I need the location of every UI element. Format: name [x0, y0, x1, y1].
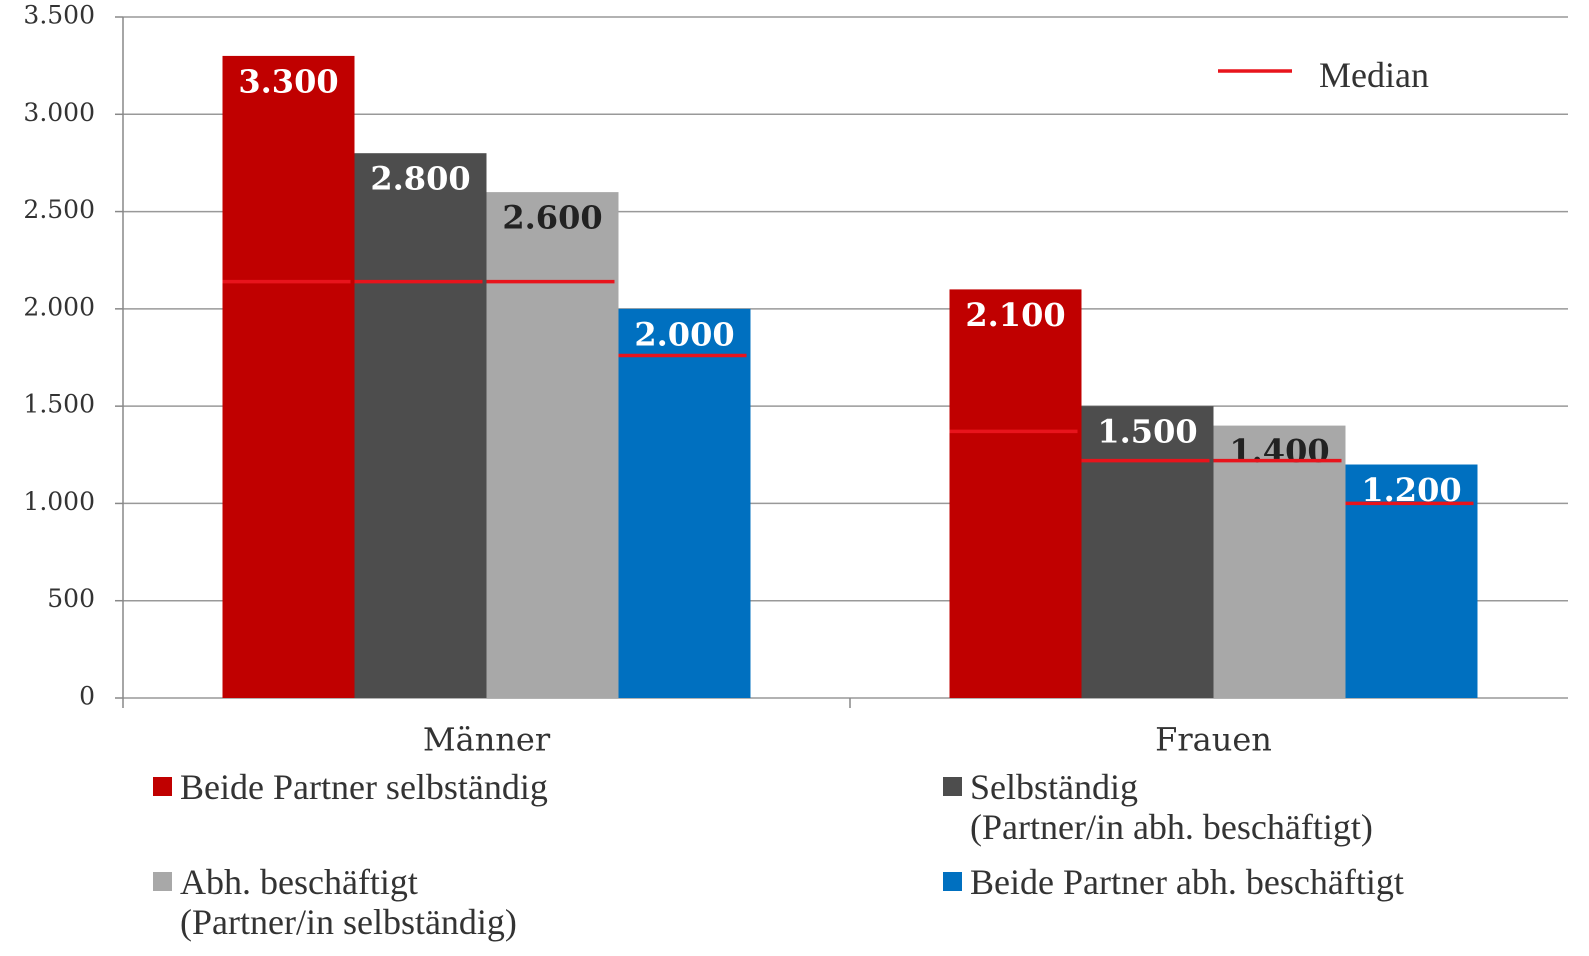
- bar: [949, 289, 1082, 698]
- data-label: 2.000: [634, 315, 734, 353]
- bar: [354, 153, 487, 698]
- bar: [618, 308, 751, 698]
- legend-label: Beide Partner abh. beschäftigt: [970, 862, 1404, 902]
- data-label: 2.800: [370, 160, 470, 198]
- legend-swatch: [153, 872, 172, 891]
- y-tick-label: 2.000: [23, 292, 95, 321]
- median-legend-label: Median: [1319, 55, 1429, 95]
- data-label: 2.100: [965, 296, 1065, 334]
- data-label: 3.300: [238, 62, 338, 100]
- y-tick-label: 2.500: [23, 195, 95, 224]
- x-tick-label: Frauen: [1155, 721, 1272, 759]
- legend-item: Beide Partner abh. beschäftigt: [943, 862, 1404, 902]
- y-tick-label: 1.500: [23, 390, 95, 419]
- legend-swatch: [153, 777, 172, 796]
- legend-item: Selbständig (Partner/in abh. beschäftigt…: [943, 767, 1373, 847]
- y-tick-label: 3.500: [23, 1, 95, 30]
- data-label: 2.600: [502, 199, 602, 237]
- legend-item: Abh. beschäftigt (Partner/in selbständig…: [153, 862, 517, 942]
- legend-label: Beide Partner selbständig: [180, 767, 548, 807]
- bar: [486, 192, 619, 698]
- bar: [1213, 425, 1346, 698]
- data-label: 1.500: [1097, 413, 1197, 451]
- data-label: 1.400: [1229, 432, 1329, 470]
- legend-item: Beide Partner selbständig: [153, 767, 548, 807]
- legend-swatch: [943, 872, 962, 891]
- x-tick-label: Männer: [423, 721, 551, 759]
- y-tick-label: 500: [47, 584, 95, 613]
- y-tick-label: 3.000: [23, 98, 95, 127]
- legend-label: Abh. beschäftigt (Partner/in selbständig…: [180, 862, 517, 942]
- y-tick-label: 1.000: [23, 487, 95, 516]
- bar: [1081, 406, 1214, 698]
- y-tick-label: 0: [79, 682, 95, 711]
- legend-swatch: [943, 777, 962, 796]
- bar: [222, 55, 355, 698]
- legend-label: Selbständig (Partner/in abh. beschäftigt…: [970, 767, 1373, 847]
